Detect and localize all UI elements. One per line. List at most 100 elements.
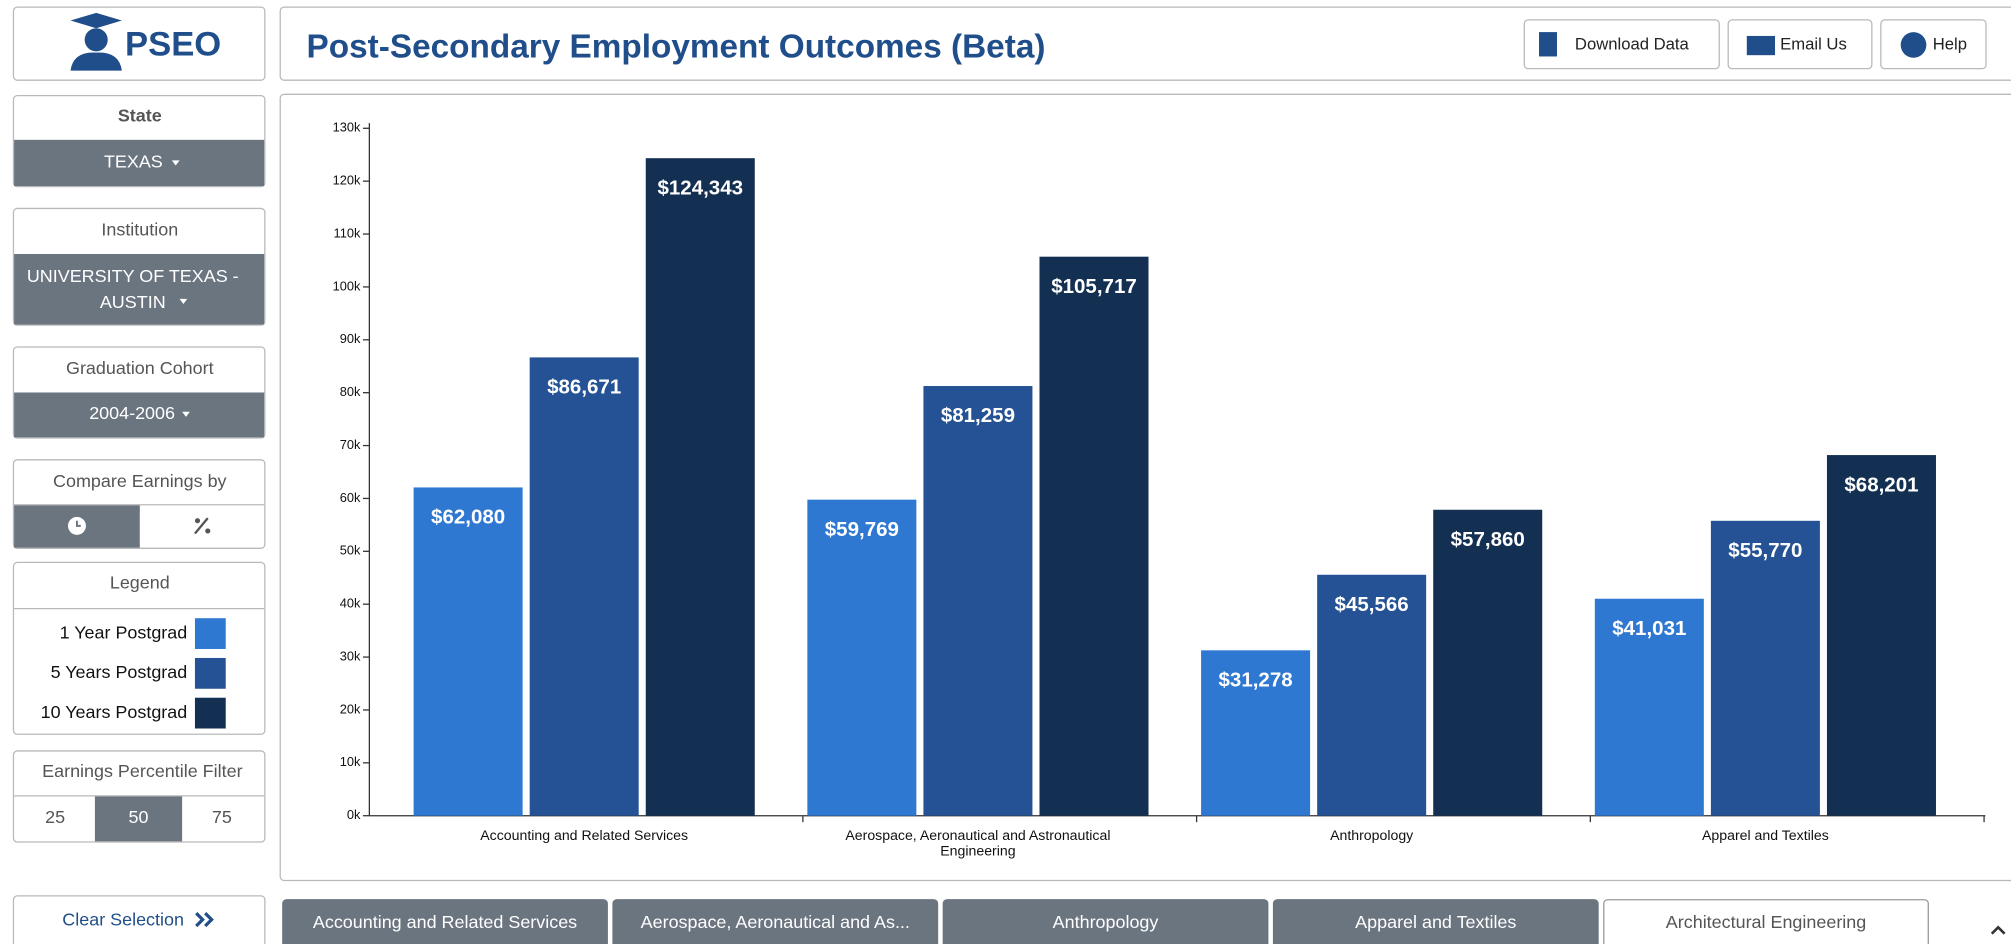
bar — [1433, 509, 1543, 816]
bar-value-label: $81,259 — [941, 404, 1015, 427]
compare-label: Compare Earnings by — [53, 471, 227, 491]
chevrons — [195, 912, 214, 928]
scroll-up[interactable] — [1990, 925, 2006, 935]
mail-icon — [1746, 35, 1776, 56]
percent-icon[interactable] — [194, 517, 211, 535]
bar — [1201, 650, 1311, 816]
bar — [413, 487, 523, 816]
y-tick-label: 70k — [340, 437, 361, 452]
email-label[interactable]: Email Us — [1780, 34, 1847, 53]
bar — [1317, 574, 1427, 816]
legend-label: 10 Years Postgrad — [41, 702, 188, 722]
x-tick-label: Apparel and Textiles — [1701, 828, 1829, 844]
tab[interactable] — [612, 899, 939, 944]
caret — [171, 160, 180, 166]
percentile-selected[interactable] — [94, 796, 183, 842]
institution-value-box: UNIVERSITY OF TEXAS - AUSTIN — [26, 265, 239, 312]
bar-value-label: $59,769 — [825, 518, 899, 541]
y-tick-label: 40k — [340, 596, 361, 611]
bar-value-label: $55,770 — [1728, 539, 1802, 562]
x-tick-label: Anthropology — [1330, 828, 1414, 844]
legend-box — [12, 561, 266, 735]
tab[interactable] — [282, 899, 608, 944]
percentile-option[interactable]: 50 — [129, 807, 149, 827]
download-label[interactable]: Download Data — [1575, 34, 1690, 53]
bar-value-label: $68,201 — [1844, 473, 1918, 496]
tab[interactable] — [942, 899, 1269, 944]
percentile-option[interactable]: 75 — [212, 807, 232, 827]
x-tick-label-box: Accounting and Related Services — [480, 828, 689, 844]
y-tick-label: 110k — [334, 225, 361, 240]
legend-label: 1 Year Postgrad — [60, 622, 188, 642]
help-icon — [1900, 32, 1927, 58]
email-button[interactable] — [1727, 19, 1873, 70]
x-tick-label-box: Anthropology — [1330, 828, 1414, 844]
legend-swatch — [194, 618, 226, 649]
excel-icon — [1539, 32, 1557, 57]
bar-value-label: $86,671 — [547, 376, 621, 399]
cohort-dropdown[interactable] — [14, 392, 265, 438]
y-tick-label: 60k — [340, 490, 361, 505]
bar-value-label: $57,860 — [1451, 528, 1525, 551]
bar-value-label: $45,566 — [1335, 593, 1409, 616]
y-tick-label: 90k — [340, 331, 361, 346]
y-tick-label: 120k — [333, 173, 361, 188]
tab-label[interactable]: Architectural Engineering — [1666, 912, 1866, 932]
caret — [182, 411, 190, 417]
tab-label[interactable]: Anthropology — [1053, 912, 1159, 932]
help-button[interactable] — [1880, 19, 1987, 70]
bar — [1710, 520, 1820, 816]
x-tick-label-box: Aerospace, Aeronautical and Astronautica… — [845, 828, 1111, 860]
x-tick-label: Aerospace, Aeronautical and Astronautica… — [845, 828, 1111, 860]
bar — [1594, 598, 1704, 816]
percentile-label: Earnings Percentile Filter — [42, 761, 242, 781]
bar-value-label: $62,080 — [431, 506, 505, 529]
bar-value-label: $105,717 — [1051, 275, 1137, 298]
state-label: State — [118, 105, 162, 125]
tab-label[interactable]: Apparel and Textiles — [1355, 912, 1516, 932]
logo-icon — [70, 12, 122, 71]
download-button[interactable] — [1523, 19, 1720, 70]
institution-label: Institution — [101, 220, 178, 240]
logo-text: PSEO — [125, 25, 221, 63]
tab-label[interactable]: Aerospace, Aeronautical and As... — [641, 912, 910, 932]
y-tick-label: 130k — [333, 120, 361, 135]
percentile-option[interactable]: 25 — [45, 807, 65, 827]
bar-value-label: $41,031 — [1612, 617, 1686, 640]
cohort-value[interactable]: 2004-2006 — [89, 403, 175, 423]
legend-swatch — [194, 657, 226, 689]
bar-value-label: $31,278 — [1219, 669, 1293, 692]
legend-label: 5 Years Postgrad — [51, 662, 188, 682]
page-title: Post-Secondary Employment Outcomes (Beta… — [307, 29, 1046, 66]
y-tick-label: 10k — [340, 754, 361, 769]
legend-swatch — [194, 697, 226, 729]
bar-value-label: $124,343 — [657, 176, 743, 199]
tab-label[interactable]: Accounting and Related Services — [313, 912, 577, 932]
clear-button[interactable] — [12, 895, 266, 944]
tab[interactable] — [1603, 899, 1929, 944]
y-tick-label: 80k — [340, 384, 361, 399]
y-tick-label: 50k — [340, 543, 361, 558]
y-tick-label: 100k — [333, 278, 361, 293]
x-tick-label: Accounting and Related Services — [480, 828, 689, 844]
y-tick-label: 20k — [340, 701, 361, 716]
institution-value[interactable]: UNIVERSITY OF TEXAS - AUSTIN — [26, 265, 239, 312]
caret — [179, 298, 188, 304]
institution-dropdown[interactable] — [14, 253, 265, 325]
tab[interactable] — [1272, 899, 1599, 944]
bar — [807, 499, 917, 816]
x-tick-label-box: Apparel and Textiles — [1701, 828, 1829, 844]
state-value[interactable]: TEXAS — [104, 152, 163, 172]
y-tick-label: 30k — [340, 648, 361, 663]
bar — [1826, 455, 1936, 816]
help-label[interactable]: Help — [1933, 34, 1967, 53]
bar — [1039, 256, 1149, 816]
clear-label[interactable]: Clear Selection — [62, 910, 184, 930]
y-tick-label: 0k — [347, 807, 361, 822]
state-dropdown[interactable] — [14, 139, 265, 186]
legend-label: Legend — [110, 572, 170, 592]
cohort-label: Graduation Cohort — [66, 358, 214, 378]
bar — [529, 357, 639, 816]
bar — [923, 386, 1033, 816]
